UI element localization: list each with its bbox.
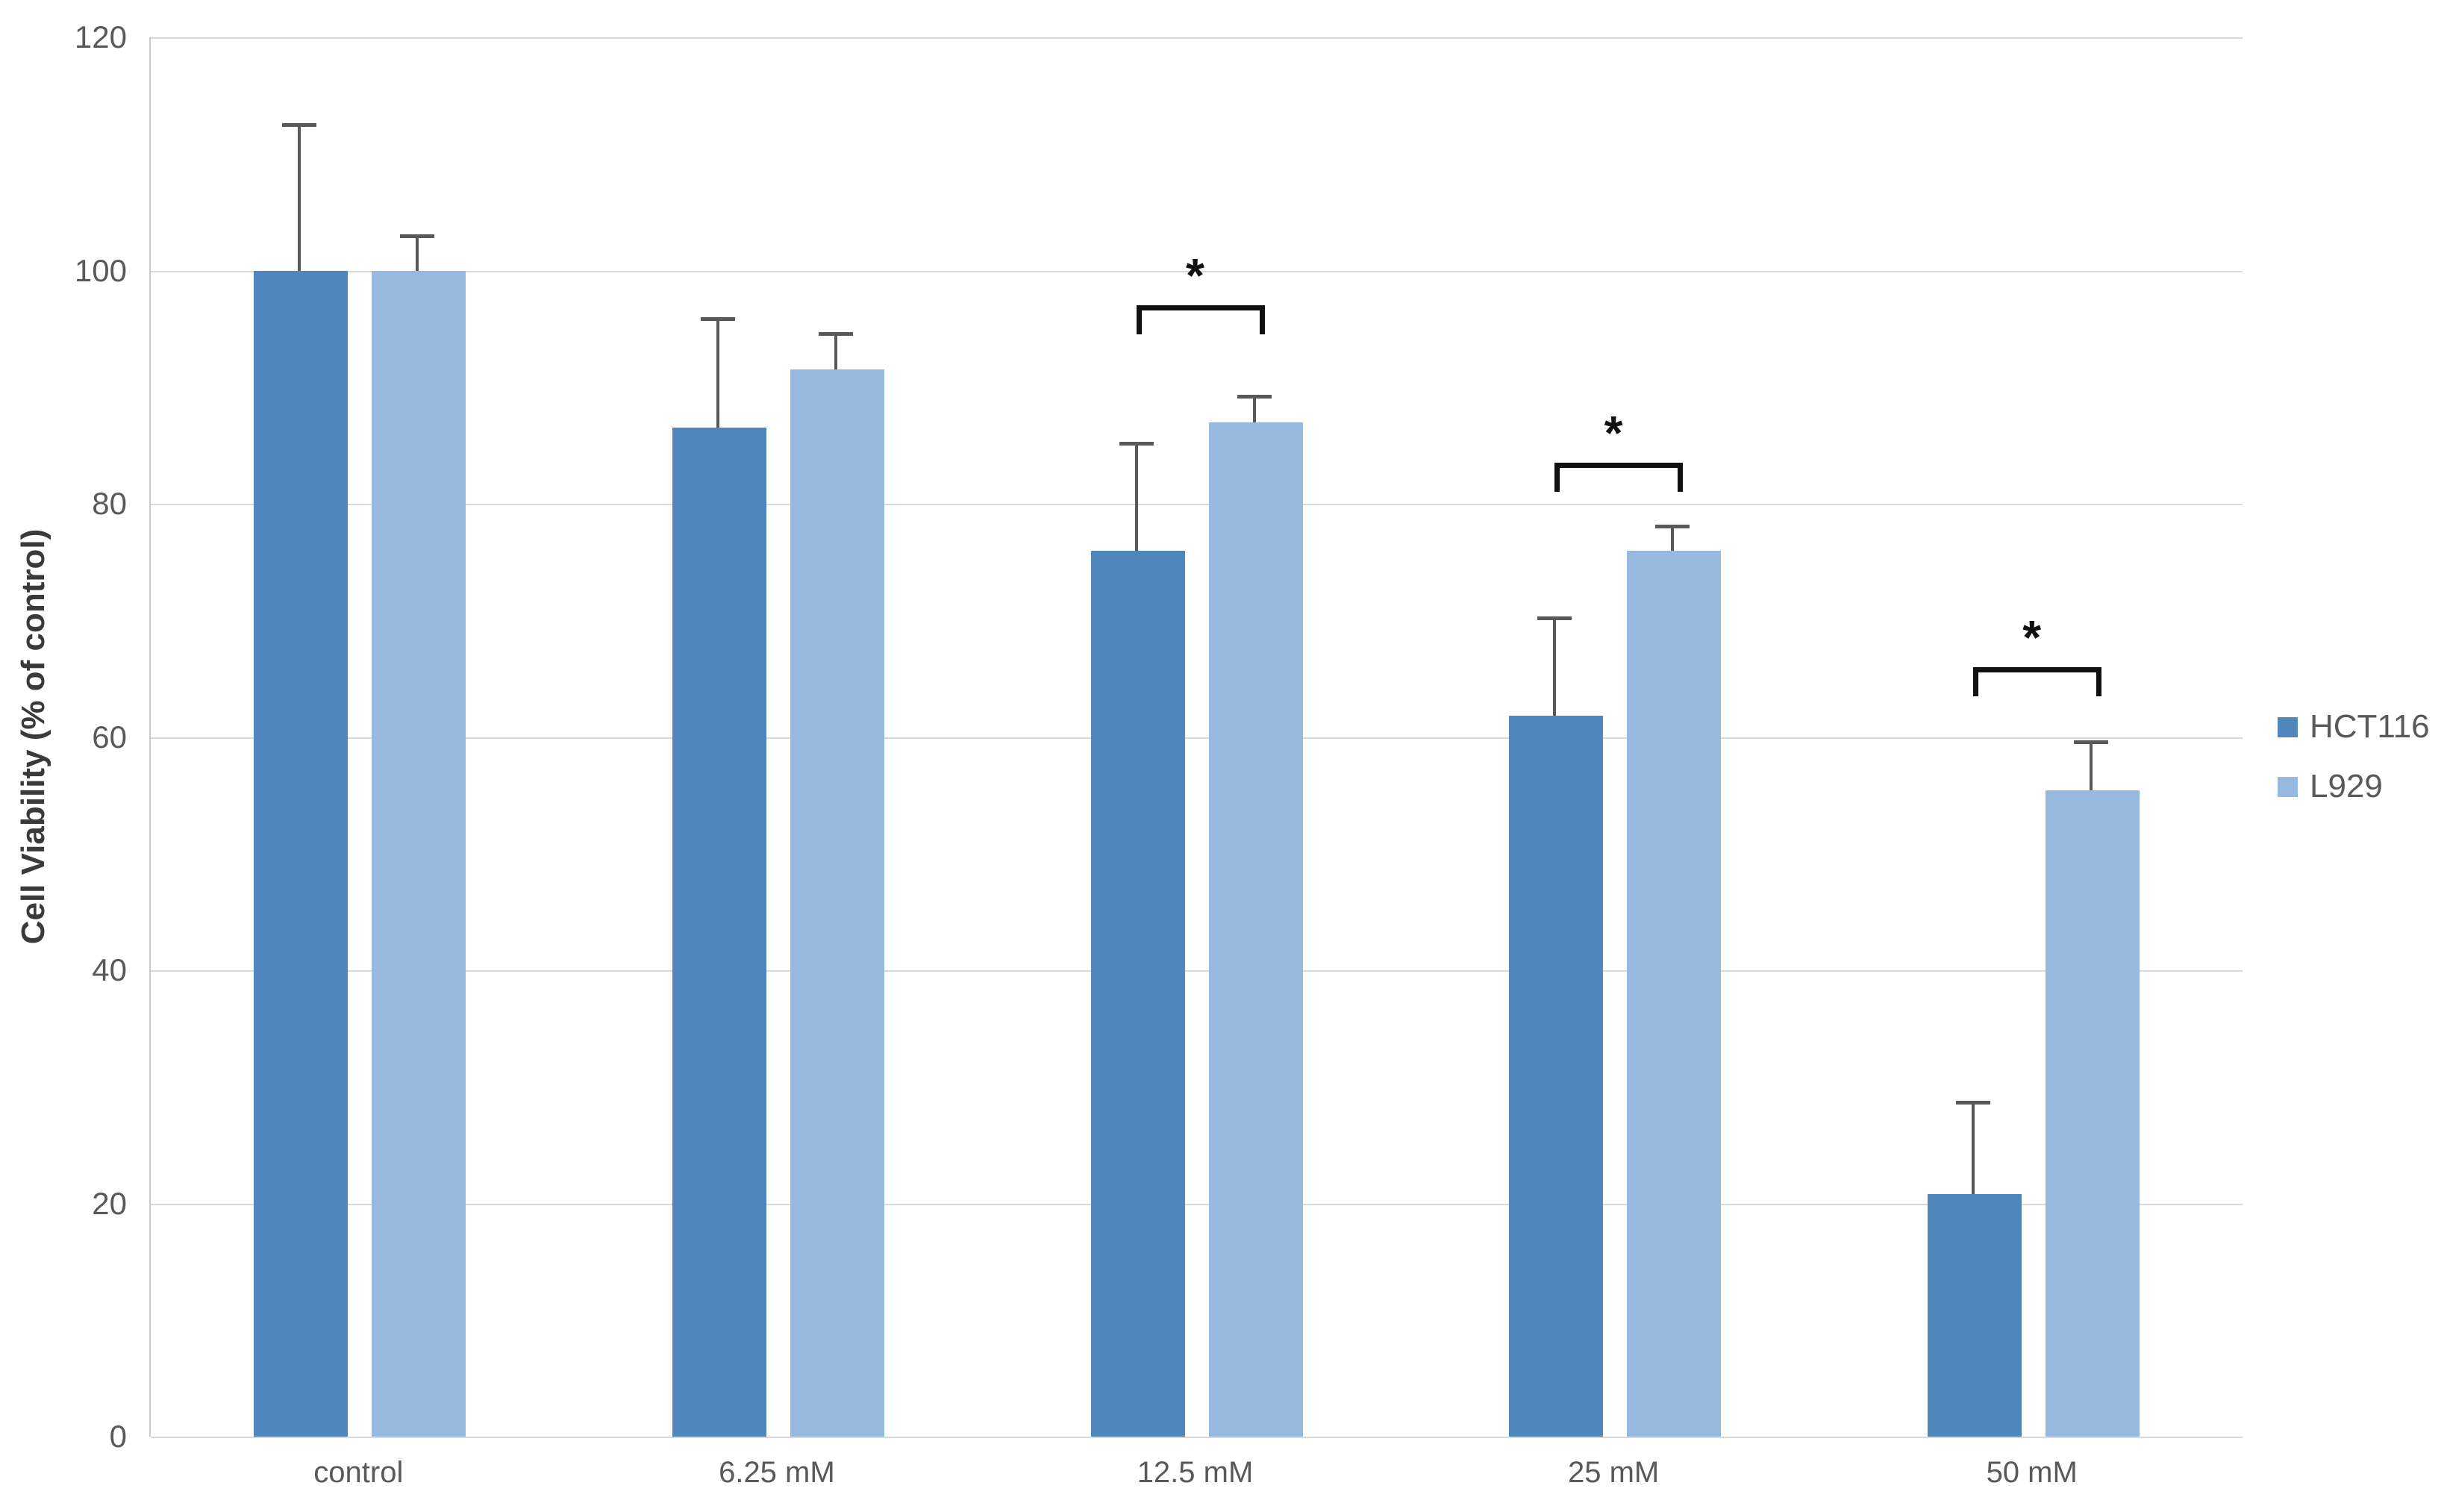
error-bar-line-hct116-4 [1971, 1102, 1975, 1194]
bar-l929-4 [2045, 790, 2140, 1437]
significance-bracket-4 [1972, 666, 2101, 696]
error-bar-cap-l929-3 [1655, 524, 1690, 528]
legend-item-l929: L929 [2278, 770, 2430, 803]
gridline-y-40 [151, 970, 2243, 972]
error-bar-line-hct116-1 [716, 318, 719, 428]
x-category-label-1: 6.25 mM [719, 1456, 835, 1489]
y-tick-label-60: 60 [92, 719, 127, 755]
bar-l929-3 [1627, 550, 1722, 1437]
y-tick-label-120: 120 [74, 19, 127, 54]
x-category-label-2: 12.5 mM [1137, 1456, 1254, 1489]
x-category-label-3: 25 mM [1567, 1456, 1660, 1489]
legend-item-hct116: HCT116 [2278, 710, 2430, 743]
y-tick-label-80: 80 [92, 486, 127, 521]
error-bar-line-hct116-2 [1134, 443, 1138, 551]
error-bar-cap-l929-0 [400, 234, 435, 238]
x-category-label-4: 50 mM [1986, 1456, 2078, 1489]
significance-bracket-2 [1136, 305, 1265, 335]
bar-hct116-0 [254, 270, 349, 1437]
significance-asterisk-2: * [1186, 249, 1204, 303]
y-tick-label-0: 0 [109, 1419, 127, 1454]
error-bar-line-l929-2 [1252, 396, 1256, 422]
x-category-label-0: control [313, 1456, 404, 1489]
error-bar-cap-hct116-0 [282, 123, 317, 128]
error-bar-cap-l929-1 [818, 331, 853, 336]
legend-label-hct116: HCT116 [2310, 708, 2430, 745]
plot-area [149, 37, 2243, 1438]
error-bar-cap-hct116-3 [1537, 616, 1572, 621]
gridline-y-120 [151, 37, 2243, 39]
error-bar-line-l929-0 [416, 235, 419, 271]
gridline-y-0 [151, 1437, 2243, 1438]
significance-asterisk-3: * [1604, 406, 1623, 460]
bar-hct116-4 [1927, 1194, 2022, 1437]
significance-bracket-3 [1554, 463, 1684, 493]
error-bar-line-hct116-3 [1553, 618, 1557, 716]
error-bar-line-l929-4 [2089, 741, 2093, 791]
significance-asterisk-4: * [2022, 610, 2042, 664]
y-tick-label-20: 20 [92, 1185, 127, 1221]
gridline-y-60 [151, 737, 2243, 739]
y-tick-label-40: 40 [92, 952, 127, 987]
error-bar-line-l929-3 [1671, 525, 1675, 551]
bar-l929-1 [790, 369, 884, 1437]
error-bar-cap-hct116-4 [1955, 1100, 1990, 1105]
bar-hct116-3 [1509, 716, 1604, 1437]
error-bar-line-l929-1 [834, 333, 837, 370]
legend-swatch-l929 [2278, 776, 2298, 797]
error-bar-cap-l929-2 [1237, 395, 1272, 399]
bar-hct116-2 [1090, 550, 1185, 1437]
legend-label-l929: L929 [2310, 768, 2383, 805]
error-bar-line-hct116-0 [298, 125, 301, 271]
error-bar-cap-hct116-1 [700, 316, 735, 321]
bar-hct116-1 [672, 428, 766, 1437]
bar-l929-0 [372, 270, 466, 1437]
legend-swatch-hct116 [2278, 716, 2298, 737]
y-tick-label-100: 100 [74, 252, 127, 288]
gridline-y-100 [151, 270, 2243, 272]
bar-l929-2 [1208, 422, 1303, 1437]
gridline-y-80 [151, 504, 2243, 505]
legend: HCT116 L929 [2278, 710, 2430, 830]
error-bar-cap-hct116-2 [1119, 441, 1154, 446]
gridline-y-20 [151, 1203, 2243, 1205]
error-bar-cap-l929-4 [2073, 740, 2108, 744]
